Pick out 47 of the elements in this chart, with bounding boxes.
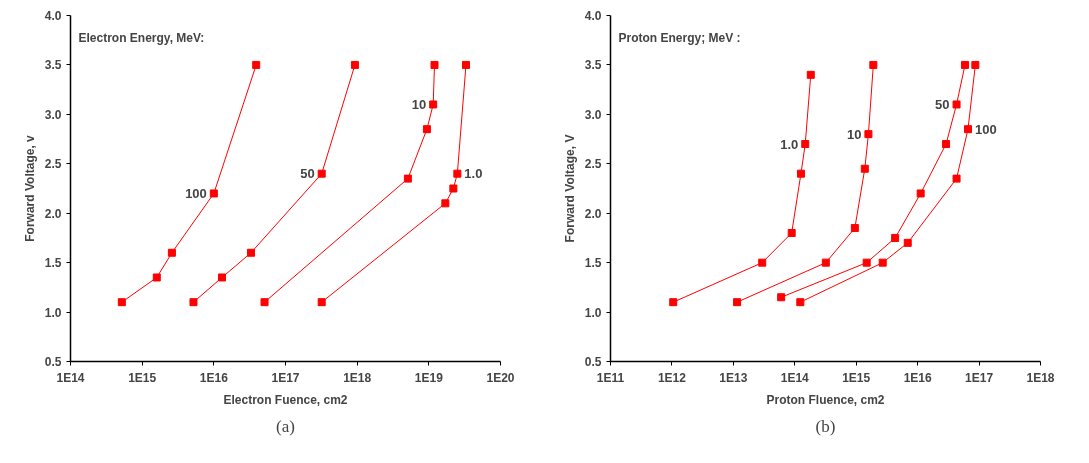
y-tick-label: 2.0: [44, 206, 62, 221]
y-tick-label: 1.0: [44, 305, 62, 320]
series-label: 1.0: [780, 136, 799, 152]
series-label: 100: [974, 121, 997, 137]
y-tick-label: 2.5: [44, 157, 62, 172]
x-tick-label: 1E15: [128, 370, 157, 385]
x-tick-label: 1E16: [903, 370, 932, 385]
y-tick-label: 3.5: [44, 58, 62, 73]
x-tick-label: 1E17: [271, 370, 300, 385]
series-label: 50: [300, 166, 315, 182]
x-tick-label: 1E20: [486, 370, 515, 385]
x-tick-label: 1E18: [343, 370, 372, 385]
y-tick-label: 3.5: [584, 58, 602, 73]
series-label: 50: [935, 96, 950, 112]
x-axis-title: Electron Fuence, cm2: [223, 392, 348, 407]
x-tick-label: 1E14: [56, 370, 85, 385]
text: (a): [276, 416, 295, 436]
y-tick-label: 3.0: [584, 107, 602, 122]
y-tick-label: 1.5: [44, 256, 62, 271]
y-tick-label: 2.0: [584, 206, 602, 221]
series-label: 1.0: [464, 166, 483, 182]
x-tick-label: 1E12: [657, 370, 687, 385]
series-label: 10: [411, 96, 427, 112]
x-tick-label: 1E19: [414, 370, 444, 385]
y-tick-label: 4.0: [44, 9, 62, 23]
y-axis-title: Forward Voltage, v: [22, 134, 37, 242]
x-tick-label: 1E11: [596, 370, 625, 385]
x-tick-label: 1E16: [199, 370, 229, 385]
text: (b): [815, 416, 836, 436]
x-tick-label: 1E18: [1026, 370, 1055, 385]
legend-title: Proton Energy; MeV :: [618, 30, 741, 45]
x-tick-label: 1E17: [965, 370, 994, 385]
series-label: 100: [185, 185, 207, 201]
y-tick-label: 4.0: [584, 9, 602, 23]
legend-title: Electron Energy, MeV:: [78, 30, 205, 45]
y-tick-label: 1.0: [584, 305, 602, 320]
y-tick-label: 0.5: [44, 355, 62, 369]
y-tick-label: 3.0: [44, 107, 62, 122]
x-tick-label: 1E14: [780, 370, 810, 385]
y-tick-label: 1.5: [584, 256, 602, 271]
y-axis-title: Forward Voltage, V: [562, 134, 577, 243]
x-tick-label: 1E13: [719, 370, 748, 385]
x-tick-label: 1E15: [842, 370, 871, 385]
series-label: 10: [846, 126, 862, 142]
y-tick-label: 2.5: [584, 157, 602, 172]
x-axis-title: Proton Fluence, cm2: [766, 392, 885, 407]
y-tick-label: 0.5: [584, 355, 602, 369]
